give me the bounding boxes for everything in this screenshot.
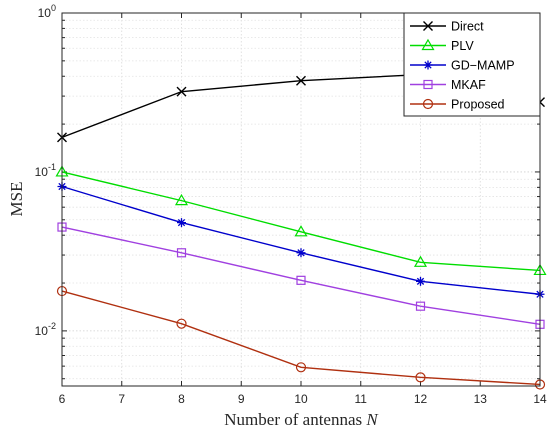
x-tick-labels: 6 7 8 9 10 11 12 13 14: [59, 392, 547, 406]
series-line: [61, 290, 541, 386]
series-marker: [177, 218, 186, 228]
x-tick-label: 9: [238, 392, 245, 406]
y-tick-labels: 100 10-1 10-2: [35, 3, 56, 338]
legend-marker: [423, 21, 433, 31]
legend-marker: [422, 98, 434, 110]
x-tick-label: 7: [118, 392, 125, 406]
legend-label: Proposed: [451, 98, 505, 112]
legend-label: MKAF: [451, 78, 486, 92]
series-line: [61, 226, 541, 325]
series-marker: [176, 248, 187, 258]
series-marker: [174, 193, 189, 206]
x-tick-label: 11: [355, 392, 368, 406]
x-axis-label: Number of antennas N: [224, 410, 379, 429]
y-tick-label: 10-1: [35, 162, 56, 179]
legend-marker: [421, 38, 435, 51]
series-marker: [296, 275, 306, 285]
series-marker: [416, 276, 425, 286]
legend-entry: Proposed: [410, 98, 505, 112]
series-marker: [296, 248, 306, 258]
series-marker: [413, 255, 428, 267]
x-tick-label: 12: [414, 392, 428, 406]
series-marker: [296, 75, 306, 86]
series-marker: [294, 225, 308, 237]
x-tick-label: 13: [474, 392, 488, 406]
series-line: [61, 171, 541, 272]
x-tick-label: 6: [59, 392, 66, 406]
legend-label: GD−MAMP: [451, 59, 515, 73]
series-marker: [415, 372, 426, 383]
series-plv: [55, 165, 547, 276]
legend-marker: [423, 79, 433, 90]
legend-entry: MKAF: [410, 78, 486, 92]
legend-entry: PLV: [410, 38, 474, 53]
x-tick-label: 10: [294, 392, 308, 406]
y-tick-label: 100: [38, 3, 56, 20]
series-marker: [295, 362, 307, 373]
series-marker: [176, 318, 187, 329]
legend-label: PLV: [451, 39, 474, 53]
y-tick-label: 10-2: [35, 321, 56, 338]
legend-label: Direct: [451, 20, 484, 34]
legend-entry: Direct: [410, 20, 484, 34]
series-marker: [176, 86, 187, 97]
x-tick-label: 8: [178, 392, 185, 406]
y-axis-label: MSE: [7, 182, 26, 217]
plot-frame: [61, 12, 541, 387]
legend: Direct PLV GD−MAMP MKAF Proposed: [403, 12, 541, 117]
x-tick-label: 14: [533, 392, 547, 406]
legend-marker: [423, 60, 433, 70]
series-marker: [415, 301, 426, 311]
legend-entry: GD−MAMP: [410, 59, 515, 73]
